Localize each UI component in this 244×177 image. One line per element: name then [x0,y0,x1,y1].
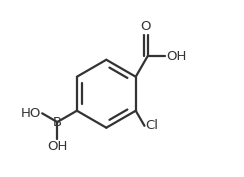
Text: O: O [141,20,151,33]
Text: B: B [53,116,62,129]
Text: OH: OH [47,140,68,153]
Text: Cl: Cl [145,119,158,132]
Text: HO: HO [21,107,41,120]
Text: OH: OH [166,50,186,63]
